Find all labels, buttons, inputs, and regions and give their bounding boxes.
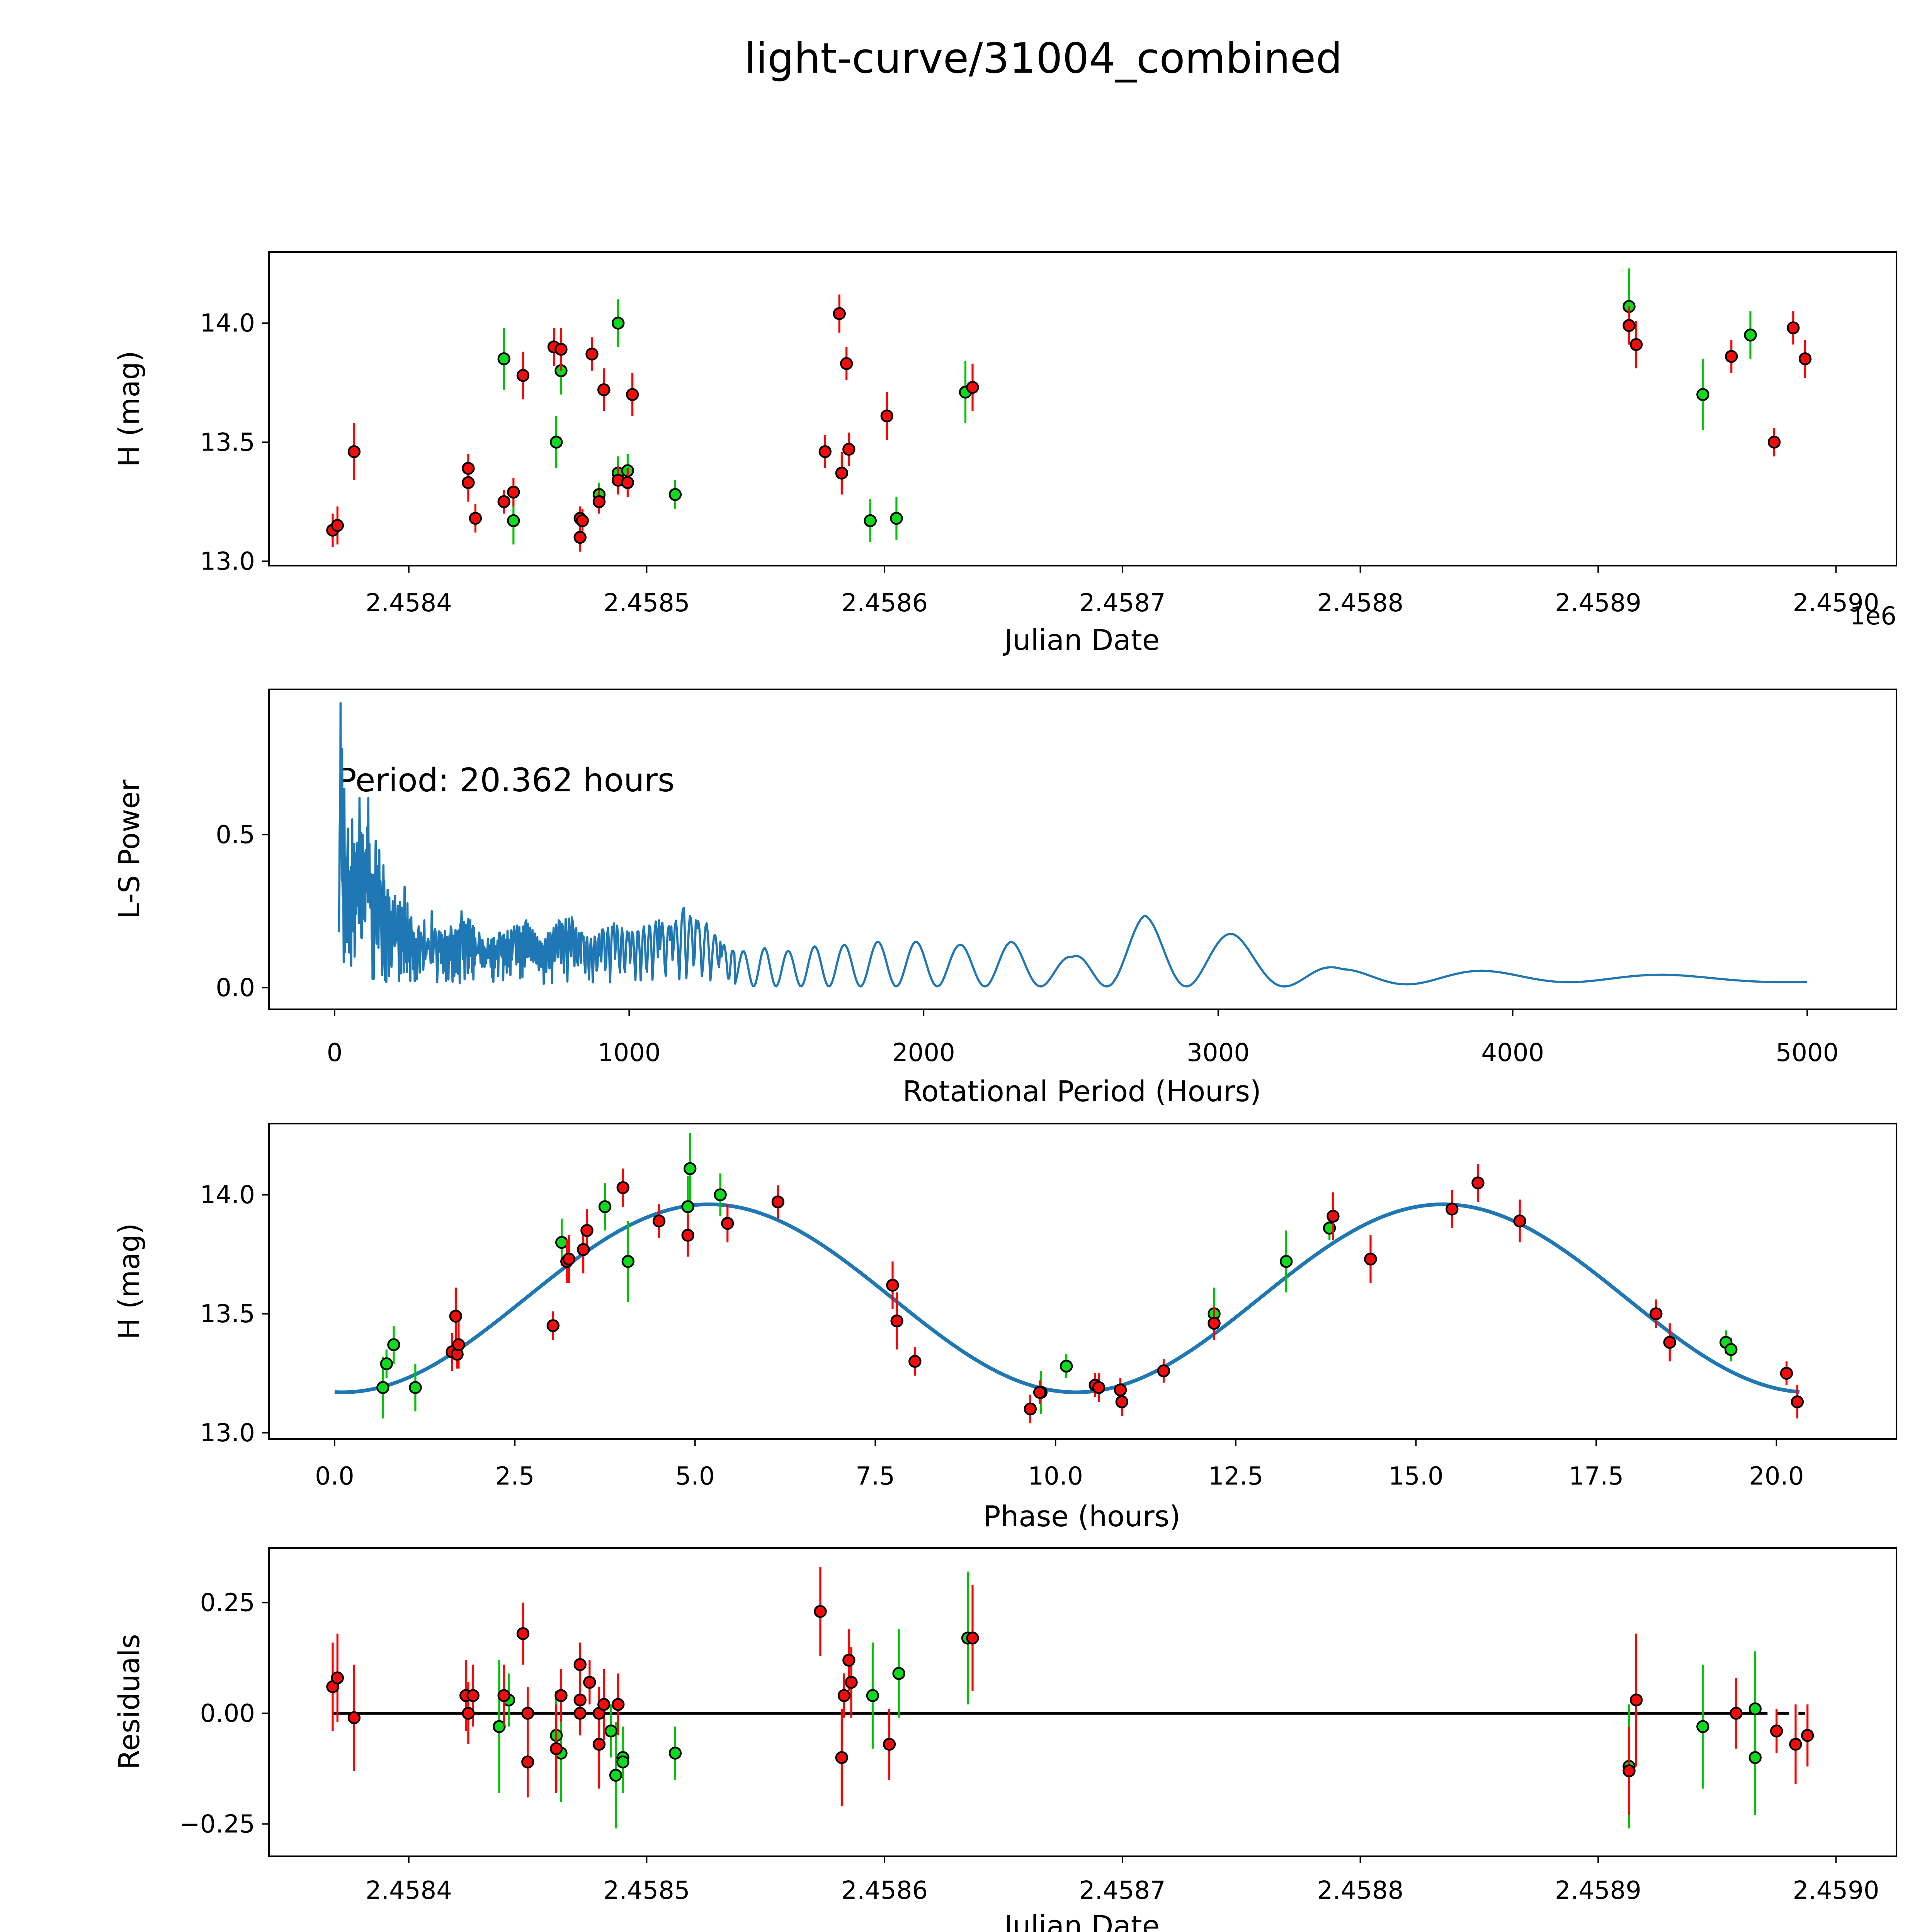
panel3-xlabel: Phase (hours)	[983, 1500, 1180, 1533]
panel3-phased-xtick-label: 12.5	[1208, 1462, 1264, 1491]
panel1-jd-lightcurve-ticks: 2.4584 2.4585 2.4586 2.4587 2.4588 2.4589 2.45…	[200, 309, 1879, 617]
panel3-phased-xtick-label: 0.0	[315, 1462, 354, 1491]
panel1-jd-lightcurve-xtick-label: 2.4584	[366, 589, 452, 617]
panel3-phased-xtick-label: 20.0	[1749, 1462, 1804, 1491]
panel4-residuals-xtick-label: 2.4589	[1555, 1876, 1641, 1905]
panel4-residuals-xtick-label: 2.4585	[604, 1876, 690, 1905]
panel1-jd-lightcurve-markers-red	[326, 307, 1812, 544]
panel4-residuals: 2.4584 2.4585 2.4586 2.4587 2.4588 2.4589 2.45…	[179, 1547, 1897, 1905]
panel1-ylabel: H (mag)	[113, 350, 146, 467]
panel1-jd-lightcurve-xtick-label: 2.4588	[1317, 589, 1403, 617]
panel4-residuals-ytick-label: 0.00	[200, 1699, 255, 1728]
panel4-residuals-markers-green	[493, 1631, 1762, 1782]
panel1-jd-lightcurve-xtick-label: 2.4585	[604, 589, 690, 617]
panel4-residuals-ytick-label: −0.25	[179, 1810, 255, 1838]
panel3-phased-xtick-label: 15.0	[1388, 1462, 1444, 1491]
panel3-phased: 0.0 2.5 5.0 7.5 10.0 12.5 15.0 17.5 20.0 13.0 13.5…	[200, 1123, 1897, 1491]
panel3-phased-markers-green	[376, 1162, 1738, 1399]
panel2-periodogram-ticks: 0 1000 2000 3000 4000 5000 0.0 0.5	[216, 821, 1838, 1067]
panel2-periodogram-frame	[268, 689, 1897, 1010]
panel3-phased-xtick-label: 2.5	[495, 1462, 534, 1491]
panel1-axis-offset: 1e6	[1850, 602, 1896, 631]
panel3-phased-xtick-label: 5.0	[675, 1462, 715, 1491]
panel3-phased-xtick-label: 10.0	[1028, 1462, 1083, 1491]
panel4-ylabel: Residuals	[113, 1634, 146, 1769]
panel2-periodogram-xtick-label: 2000	[892, 1039, 955, 1067]
panels-root: 2.4584 2.4585 2.4586 2.4587 2.4588 2.4589 2.45…	[179, 251, 1897, 1905]
panel3-phased-fit-curve	[334, 1202, 1800, 1395]
panel4-residuals-xtick-label: 2.4587	[1079, 1876, 1166, 1905]
panel4-residuals-ytick-label: 0.25	[200, 1589, 255, 1617]
panel3-ylabel: H (mag)	[113, 1223, 146, 1339]
panel2-periodogram-xtick-label: 1000	[598, 1039, 661, 1067]
panel2-periodogram-ytick-label: 0.0	[216, 974, 255, 1002]
panel3-phased-xtick-label: 7.5	[855, 1462, 895, 1491]
panel1-jd-lightcurve-errorbars-green	[503, 268, 1752, 545]
panel2-xlabel: Rotational Period (Hours)	[903, 1075, 1261, 1108]
panel4-residuals-xtick-label: 2.4588	[1317, 1876, 1403, 1905]
panel2-periodogram-xtick-label: 5000	[1776, 1039, 1839, 1067]
panel2-periodogram-xtick-label: 0	[327, 1039, 343, 1067]
panel2-periodogram-xtick-label: 4000	[1481, 1039, 1544, 1067]
panel4-residuals-errorbars-red	[332, 1567, 1809, 1815]
panel1-jd-lightcurve-errorbars-red	[332, 294, 1806, 552]
panel3-phased-ytick-label: 13.5	[200, 1300, 255, 1328]
panel4-residuals-xtick-label: 2.4586	[841, 1876, 928, 1905]
panel1-xlabel: Julian Date	[1003, 624, 1160, 657]
panel4-residuals-frame	[268, 1547, 1897, 1857]
panel4-residuals-markers-red	[326, 1605, 1814, 1777]
panel2-periodogram-psd-curve	[337, 702, 1808, 988]
panel3-phased-ytick-label: 13.0	[200, 1419, 255, 1447]
panel1-jd-lightcurve-xtick-label: 2.4587	[1079, 589, 1166, 617]
panel1-jd-lightcurve: 2.4584 2.4585 2.4586 2.4587 2.4588 2.4589 2.45…	[200, 251, 1897, 617]
panel3-phased-xtick-label: 17.5	[1569, 1462, 1624, 1491]
panel1-jd-lightcurve-xtick-label: 2.4586	[841, 589, 928, 617]
panel1-jd-lightcurve-frame	[268, 251, 1897, 566]
period-annotation: Period: 20.362 hours	[337, 761, 675, 799]
panel1-jd-lightcurve-xtick-label: 2.4590	[1793, 589, 1879, 617]
panel1-jd-lightcurve-markers-green	[497, 300, 1757, 527]
panel3-phased-markers-red	[446, 1176, 1804, 1416]
panel4-residuals-xtick-label: 2.4590	[1793, 1876, 1879, 1905]
panel3-phased-errorbars-green	[382, 1133, 1732, 1419]
panel4-xlabel: Julian Date	[1003, 1910, 1160, 1932]
panel1-jd-lightcurve-ytick-label: 14.0	[200, 309, 255, 338]
panel1-jd-lightcurve-ytick-label: 13.5	[200, 428, 255, 457]
panel3-phased-frame	[268, 1123, 1897, 1440]
figure-title: light-curve/31004_combined	[744, 34, 1342, 83]
panel2-periodogram: 0 1000 2000 3000 4000 5000 0.0 0.5	[216, 689, 1897, 1067]
panel1-jd-lightcurve-xtick-label: 2.4589	[1555, 589, 1641, 617]
panel3-phased-ytick-label: 14.0	[200, 1181, 255, 1209]
panel2-periodogram-xtick-label: 3000	[1187, 1039, 1250, 1067]
panel1-jd-lightcurve-ytick-label: 13.0	[200, 547, 255, 576]
panel4-residuals-ticks: 2.4584 2.4585 2.4586 2.4587 2.4588 2.4589 2.45…	[179, 1589, 1879, 1905]
panel4-residuals-errorbars-green	[498, 1571, 1756, 1828]
panel2-periodogram-ytick-label: 0.5	[216, 821, 255, 849]
panel2-ylabel: L-S Power	[113, 779, 146, 919]
panel4-residuals-xtick-label: 2.4584	[366, 1876, 452, 1905]
panel3-phased-ticks: 0.0 2.5 5.0 7.5 10.0 12.5 15.0 17.5 20.0 13.0 13.5…	[200, 1181, 1804, 1491]
